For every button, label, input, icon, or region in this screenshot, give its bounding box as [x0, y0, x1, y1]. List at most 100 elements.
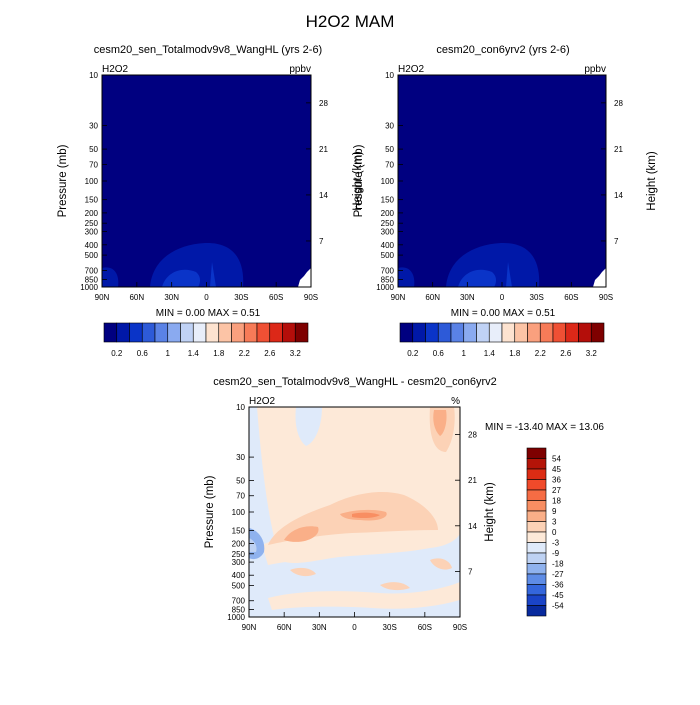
pressure-tick-label: 100	[85, 177, 99, 186]
colorbar-swatch	[205, 322, 220, 343]
colorbar-swatch	[526, 584, 547, 596]
colorbar-swatch	[488, 322, 503, 343]
colorbar-label: 1.4	[484, 349, 496, 358]
latitude-tick-label: 60S	[564, 293, 578, 302]
height-tick-label: 28	[468, 431, 477, 440]
panel-1-minmax: MIN = 0.00 MAX = 0.51	[156, 308, 261, 319]
colorbar-swatch	[450, 322, 465, 343]
colorbar-swatch	[282, 322, 296, 343]
pressure-tick-label: 250	[85, 219, 99, 228]
pressure-tick-label: 850	[381, 276, 395, 285]
panel-3-field-contour	[268, 582, 460, 610]
panel-2-y2label: Height (km)	[646, 151, 658, 211]
latitude-tick-label: 0	[500, 293, 505, 302]
pressure-tick-label: 1000	[227, 613, 245, 622]
panel-3-field-contour	[433, 410, 447, 436]
panel-2: cesm20_con6yrv2 (yrs 2-6) H2O2 ppbv Pres…	[353, 44, 658, 358]
panel-1-colorbar: 0.2 0.6 1 1.4 1.8 2.2 2.6 3.2	[103, 322, 309, 358]
colorbar-label: 1.4	[188, 349, 200, 358]
latitude-tick-label: 30S	[530, 293, 544, 302]
latitude-tick-label: 60N	[425, 293, 440, 302]
pressure-tick-label: 100	[232, 508, 246, 517]
colorbar-swatch	[269, 322, 283, 343]
pressure-tick-label: 50	[236, 476, 245, 485]
latitude-tick-label: 0	[352, 623, 357, 632]
latitude-tick-label: 30N	[164, 293, 179, 302]
panel-1-title: cesm20_sen_Totalmodv9v8_WangHL (yrs 2-6)	[94, 44, 322, 56]
colorbar-swatch	[103, 322, 118, 343]
colorbar-label: -45	[552, 591, 564, 600]
colorbar-label: -54	[552, 602, 564, 611]
colorbar-label: 2.2	[535, 349, 547, 358]
pressure-tick-label: 70	[89, 161, 98, 170]
panel-2-field-contour	[506, 262, 512, 287]
pressure-tick-label: 50	[89, 145, 98, 154]
pressure-tick-label: 10	[89, 71, 98, 80]
colorbar-swatch	[526, 573, 547, 585]
panel-3-field-contour	[249, 407, 460, 617]
colorbar-swatch	[501, 322, 516, 343]
colorbar-label: 3.2	[290, 349, 302, 358]
height-tick-label: 28	[614, 99, 623, 108]
pressure-tick-label: 1000	[376, 283, 394, 292]
colorbar-label: 27	[552, 486, 561, 495]
pressure-tick-label: 30	[89, 122, 98, 131]
colorbar-label: 1	[166, 349, 171, 358]
colorbar-label: 9	[552, 507, 557, 516]
panel-2-field-contour	[398, 267, 415, 287]
latitude-tick-label: 60S	[418, 623, 432, 632]
pressure-tick-label: 300	[381, 228, 395, 237]
pressure-tick-label: 1000	[80, 283, 98, 292]
colorbar-label: 0.2	[407, 349, 419, 358]
colorbar-label: 54	[552, 455, 561, 464]
colorbar-swatch	[526, 489, 547, 501]
pressure-tick-label: 30	[385, 122, 394, 131]
colorbar-label: 1	[462, 349, 467, 358]
pressure-tick-label: 30	[236, 453, 245, 462]
height-tick-label: 14	[614, 191, 623, 200]
latitude-tick-label: 90S	[453, 623, 467, 632]
colorbar-swatch	[218, 322, 232, 343]
panel-1-field-contour	[210, 262, 216, 287]
colorbar-label: 0	[552, 528, 557, 537]
colorbar-label: 0.2	[111, 349, 123, 358]
height-tick-label: 28	[319, 99, 328, 108]
colorbar-swatch	[294, 322, 309, 343]
panel-3-height-ticks: 28 21 14 7	[455, 431, 477, 576]
latitude-tick-label: 60N	[277, 623, 292, 632]
panel-3-field-contour	[352, 512, 380, 519]
pressure-tick-label: 500	[85, 251, 99, 260]
panel-2-title: cesm20_con6yrv2 (yrs 2-6)	[436, 44, 569, 56]
colorbar-swatch	[590, 322, 605, 343]
panel-3-field-contour	[290, 567, 316, 577]
pressure-tick-label: 200	[381, 209, 395, 218]
pressure-tick-label: 200	[232, 540, 246, 549]
panel-3-field-contour	[284, 526, 319, 542]
height-tick-label: 14	[468, 522, 477, 531]
colorbar-label: 0.6	[433, 349, 445, 358]
latitude-tick-label: 60S	[269, 293, 283, 302]
colorbar-swatch	[231, 322, 245, 343]
panel-2-latitude-ticks: 90N 60N 30N 0 30S 60S 90S	[391, 282, 613, 302]
panel-3-left-label: H2O2	[249, 396, 276, 407]
colorbar-label: 36	[552, 476, 561, 485]
pressure-tick-label: 700	[381, 267, 395, 276]
colorbar-swatch	[256, 322, 271, 343]
colorbar-swatch	[526, 563, 547, 575]
panel-1-field-missing	[298, 268, 311, 287]
panel-3-minmax: MIN = -13.40 MAX = 13.06	[485, 422, 604, 433]
colorbar-swatch	[539, 322, 554, 343]
latitude-tick-label: 30S	[383, 623, 397, 632]
pressure-tick-label: 100	[381, 177, 395, 186]
pressure-tick-label: 500	[232, 581, 246, 590]
height-tick-label: 7	[468, 567, 473, 576]
colorbar-swatch	[565, 322, 579, 343]
colorbar-swatch	[399, 322, 414, 343]
pressure-tick-label: 300	[232, 558, 246, 567]
colorbar-swatch	[552, 322, 567, 343]
pressure-tick-label: 300	[85, 228, 99, 237]
